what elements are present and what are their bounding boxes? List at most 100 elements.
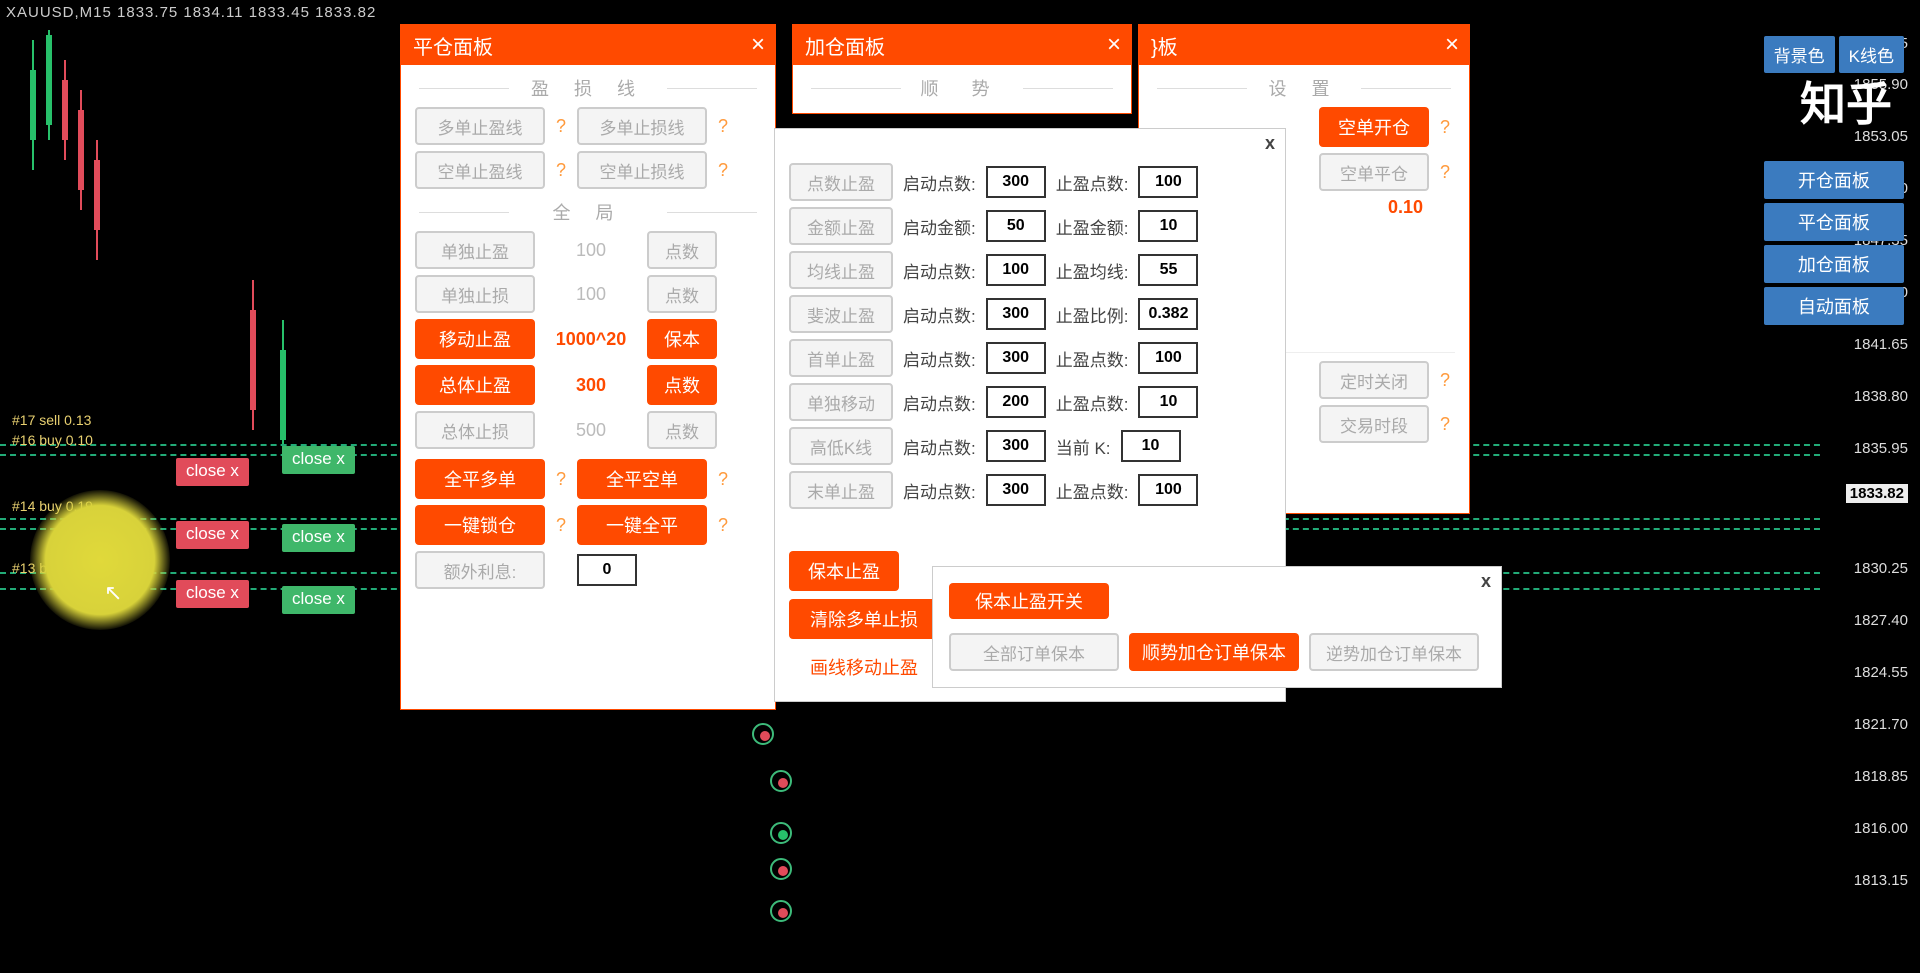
param-label: 止盈点数:: [1056, 346, 1129, 371]
zhihu-watermark: 知乎: [1800, 68, 1892, 134]
help-icon[interactable]: ?: [1435, 117, 1455, 138]
param-input[interactable]: [986, 254, 1046, 286]
param-input[interactable]: [1138, 474, 1198, 506]
param-input[interactable]: [1138, 166, 1198, 198]
help-icon[interactable]: ?: [1435, 162, 1455, 183]
help-icon[interactable]: ?: [713, 116, 733, 137]
unit-button[interactable]: 点数: [647, 275, 717, 313]
close-all-long-button[interactable]: 全平多单: [415, 459, 545, 499]
breakeven-option-button[interactable]: 全部订单保本: [949, 633, 1119, 671]
help-icon[interactable]: ?: [551, 160, 571, 181]
help-icon[interactable]: ?: [1435, 370, 1455, 391]
open-short-button[interactable]: 空单开仓: [1319, 107, 1429, 147]
close-order-button[interactable]: close x: [282, 446, 355, 474]
param-input[interactable]: [1138, 386, 1198, 418]
param-input[interactable]: [986, 210, 1046, 242]
close-icon[interactable]: ×: [1107, 31, 1121, 59]
help-icon[interactable]: ?: [713, 515, 733, 536]
short-tp-line-button[interactable]: 空单止盈线: [415, 151, 545, 189]
tp-mode-button[interactable]: 点数止盈: [789, 163, 893, 201]
close-order-button[interactable]: close x: [282, 586, 355, 614]
tp-mode-button[interactable]: 均线止盈: [789, 251, 893, 289]
param-input[interactable]: [1138, 342, 1198, 374]
chart-marker: [770, 822, 792, 844]
breakeven-option-button[interactable]: 逆势加仓订单保本: [1309, 633, 1479, 671]
strategy-button[interactable]: 总体止损: [415, 411, 535, 449]
lot-size: 0.10: [1388, 197, 1423, 218]
line-trailing-tp-button[interactable]: 画线移动止盈: [789, 647, 939, 687]
close-panel-header[interactable]: 平仓面板 ×: [401, 25, 775, 65]
settings-panel-header[interactable]: }板 ×: [1139, 25, 1469, 65]
order-label: #17 sell 0.13: [12, 412, 91, 428]
tp-mode-button[interactable]: 首单止盈: [789, 339, 893, 377]
close-order-button[interactable]: close x: [282, 524, 355, 552]
add-panel-header[interactable]: 加仓面板 ×: [793, 25, 1131, 65]
strategy-button[interactable]: 单独止损: [415, 275, 535, 313]
open-panel-menu-button[interactable]: 开仓面板: [1764, 161, 1904, 199]
breakeven-option-button[interactable]: 顺势加仓订单保本: [1129, 633, 1299, 671]
close-short-button[interactable]: 空单平仓: [1319, 153, 1429, 191]
param-label: 启动点数:: [903, 302, 976, 327]
param-input[interactable]: [1138, 298, 1198, 330]
add-panel-menu-button[interactable]: 加仓面板: [1764, 245, 1904, 283]
close-panel-menu-button[interactable]: 平仓面板: [1764, 203, 1904, 241]
param-label: 启动点数:: [903, 258, 976, 283]
param-label: 启动点数:: [903, 346, 976, 371]
tp-mode-button[interactable]: 斐波止盈: [789, 295, 893, 333]
help-icon[interactable]: ?: [551, 469, 571, 490]
chart-marker: [770, 858, 792, 880]
close-icon[interactable]: x: [1265, 133, 1275, 154]
breakeven-tp-button[interactable]: 保本止盈: [789, 551, 899, 591]
profit-loss-section-title: 盈 损 线: [401, 75, 775, 101]
help-icon[interactable]: ?: [551, 116, 571, 137]
lock-button[interactable]: 一键锁仓: [415, 505, 545, 545]
close-icon[interactable]: ×: [751, 31, 765, 59]
param-input[interactable]: [1138, 210, 1198, 242]
unit-button[interactable]: 点数: [647, 365, 717, 405]
param-label: 启动点数:: [903, 170, 976, 195]
strategy-button[interactable]: 移动止盈: [415, 319, 535, 359]
breakeven-switch-panel: x 保本止盈开关 全部订单保本顺势加仓订单保本逆势加仓订单保本: [932, 566, 1502, 688]
param-input[interactable]: [1138, 254, 1198, 286]
strategy-button[interactable]: 单独止盈: [415, 231, 535, 269]
help-icon[interactable]: ?: [713, 160, 733, 181]
timed-close-button[interactable]: 定时关闭: [1319, 361, 1429, 399]
param-input[interactable]: [986, 430, 1046, 462]
tp-mode-button[interactable]: 末单止盈: [789, 471, 893, 509]
unit-button[interactable]: 点数: [647, 231, 717, 269]
trading-session-button[interactable]: 交易时段: [1319, 405, 1429, 443]
price-tick: 1827.40: [1854, 612, 1908, 629]
short-sl-line-button[interactable]: 空单止损线: [577, 151, 707, 189]
param-input[interactable]: [1121, 430, 1181, 462]
strategy-button[interactable]: 总体止盈: [415, 365, 535, 405]
price-tick: 1841.65: [1854, 336, 1908, 353]
close-order-button[interactable]: close x: [176, 521, 249, 549]
close-all-button[interactable]: 一键全平: [577, 505, 707, 545]
param-input[interactable]: [986, 298, 1046, 330]
param-input[interactable]: [986, 474, 1046, 506]
param-input[interactable]: [986, 166, 1046, 198]
unit-button[interactable]: 点数: [647, 411, 717, 449]
help-icon[interactable]: ?: [1435, 414, 1455, 435]
close-order-button[interactable]: close x: [176, 458, 249, 486]
tp-mode-button[interactable]: 金额止盈: [789, 207, 893, 245]
clear-long-sl-button[interactable]: 清除多单止损: [789, 599, 939, 639]
strategy-value: 300: [541, 375, 641, 396]
panel-title-fragment: }板: [1151, 31, 1178, 60]
long-sl-line-button[interactable]: 多单止损线: [577, 107, 707, 145]
param-input[interactable]: [986, 386, 1046, 418]
param-input[interactable]: [986, 342, 1046, 374]
close-icon[interactable]: ×: [1445, 31, 1459, 59]
close-icon[interactable]: x: [1481, 571, 1491, 592]
unit-button[interactable]: 保本: [647, 319, 717, 359]
help-icon[interactable]: ?: [713, 469, 733, 490]
help-icon[interactable]: ?: [551, 515, 571, 536]
close-all-short-button[interactable]: 全平空单: [577, 459, 707, 499]
close-order-button[interactable]: close x: [176, 580, 249, 608]
param-label: 止盈均线:: [1056, 258, 1129, 283]
tp-mode-button[interactable]: 单独移动: [789, 383, 893, 421]
extra-interest-input[interactable]: [577, 554, 637, 586]
tp-mode-button[interactable]: 高低K线: [789, 427, 893, 465]
long-tp-line-button[interactable]: 多单止盈线: [415, 107, 545, 145]
auto-panel-menu-button[interactable]: 自动面板: [1764, 287, 1904, 325]
